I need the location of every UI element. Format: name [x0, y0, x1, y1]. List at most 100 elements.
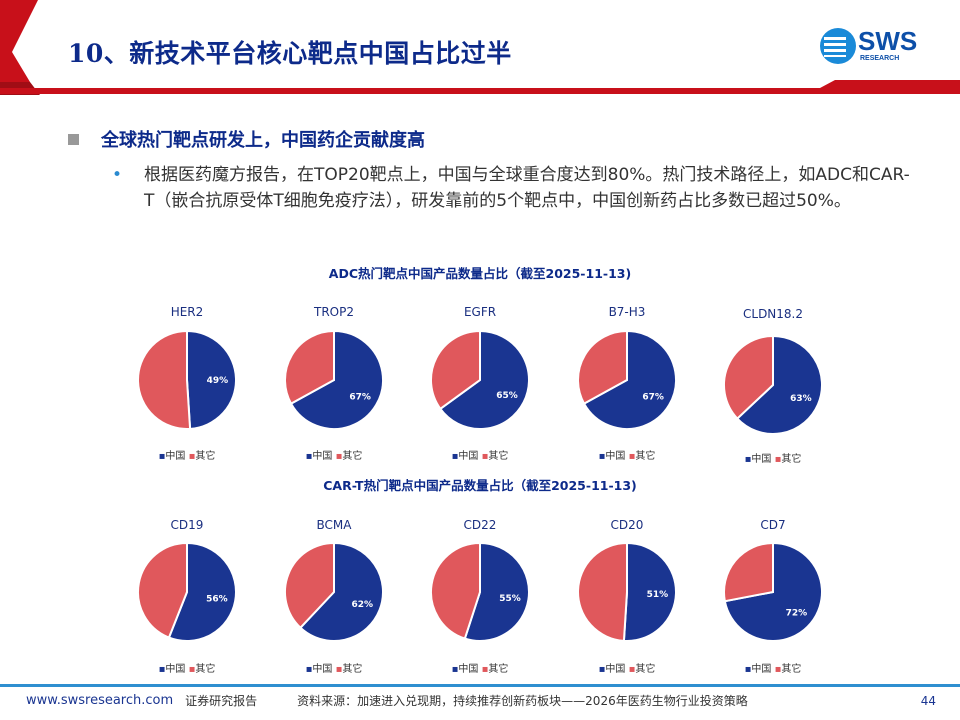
- pie-cd20: 51%: [577, 541, 677, 642]
- legend-other: 其它: [781, 664, 802, 675]
- legend-other: 其它: [195, 664, 216, 675]
- legend-other-marker: ▪: [188, 664, 196, 675]
- pie-label: B7-H3: [608, 305, 646, 319]
- slice-other: [137, 541, 188, 639]
- legend-other: 其它: [195, 451, 216, 462]
- legend-china: 中国: [605, 451, 626, 462]
- pie-her2: 49%: [137, 329, 237, 430]
- bullet-text: 根据医药魔方报告，在TOP20靶点上，中国与全球重合度达到80%。热门技术路径上…: [144, 165, 910, 211]
- slice-china: [735, 334, 823, 435]
- data-label: 49%: [207, 376, 229, 386]
- legend-other: 其它: [342, 451, 363, 462]
- footer: www.swsresearch.com 证券研究报告 资料来源：加速进入兑现期，…: [26, 692, 936, 709]
- legend-china-marker: ▪: [305, 664, 313, 675]
- slice-china: [186, 329, 237, 430]
- legend-china-marker: ▪: [451, 451, 459, 462]
- pie-legend: ▪中国 ▪其它: [713, 450, 833, 465]
- pie-label: BCMA: [316, 518, 352, 532]
- data-label: 55%: [499, 594, 521, 604]
- pie-label: CD22: [463, 518, 497, 532]
- pie-legend: ▪中国 ▪其它: [420, 660, 540, 675]
- logo-emblem-icon: [820, 28, 856, 64]
- legend-other-marker: ▪: [774, 454, 782, 465]
- legend-china-marker: ▪: [744, 454, 752, 465]
- data-label: 62%: [351, 600, 373, 610]
- pie-label: CD20: [610, 518, 644, 532]
- legend-other-marker: ▪: [628, 664, 636, 675]
- data-label: 72%: [786, 608, 808, 618]
- pie-legend: ▪中国 ▪其它: [713, 660, 833, 675]
- slice-other: [723, 334, 774, 420]
- adc-chart-title: ADC热门靶点中国产品数量占比（截至2025-11-13): [328, 266, 632, 281]
- data-label: 65%: [496, 391, 518, 401]
- pie-label: TROP2: [314, 305, 354, 319]
- pie-trop2: 67%: [284, 329, 384, 430]
- slice-other: [577, 541, 628, 642]
- pie-label: EGFR: [463, 305, 497, 319]
- slice-china: [622, 541, 677, 642]
- legend-china-marker: ▪: [158, 664, 166, 675]
- slice-china: [438, 329, 530, 430]
- legend-other-marker: ▪: [481, 664, 489, 675]
- legend-other-marker: ▪: [188, 451, 196, 462]
- pie-legend: ▪中国 ▪其它: [127, 660, 247, 675]
- pie-legend: ▪中国 ▪其它: [420, 447, 540, 462]
- footer-report-type: 证券研究报告: [185, 694, 258, 708]
- pie-cd7: 72%: [723, 541, 823, 642]
- data-label: 67%: [642, 392, 664, 402]
- page-number: 44: [920, 693, 936, 708]
- pie-legend: ▪中国 ▪其它: [274, 660, 394, 675]
- pie-cd19: 56%: [137, 541, 237, 642]
- legend-china-marker: ▪: [451, 664, 459, 675]
- legend-other-marker: ▪: [628, 451, 636, 462]
- data-label: 51%: [647, 590, 669, 600]
- cart-chart-title: CAR-T热门靶点中国产品数量占比（截至2025-11-13): [323, 478, 637, 493]
- legend-other-marker: ▪: [774, 664, 782, 675]
- legend-china-marker: ▪: [305, 451, 313, 462]
- section-heading: 全球热门靶点研发上，中国药企贡献度高: [68, 126, 425, 152]
- legend-china: 中国: [165, 664, 186, 675]
- legend-other: 其它: [781, 454, 802, 465]
- legend-china: 中国: [165, 451, 186, 462]
- slice-china: [299, 541, 384, 642]
- legend-china: 中国: [605, 664, 626, 675]
- bullet-square-icon: [68, 133, 79, 145]
- page-title: 10、新技术平台核心靶点中国占比过半: [68, 39, 512, 68]
- pie-legend: ▪中国 ▪其它: [274, 447, 394, 462]
- legend-china: 中国: [458, 451, 479, 462]
- legend-china-marker: ▪: [158, 451, 166, 462]
- legend-china: 中国: [751, 454, 772, 465]
- pie-legend: ▪中国 ▪其它: [567, 660, 687, 675]
- footer-divider: [0, 684, 960, 687]
- legend-china: 中国: [751, 664, 772, 675]
- slice-other: [430, 541, 481, 640]
- pie-cd22: 55%: [430, 541, 530, 642]
- legend-other: 其它: [635, 664, 656, 675]
- pie-cldn18.2: 63%: [723, 334, 823, 435]
- legend-other-marker: ▪: [335, 451, 343, 462]
- slice-other: [284, 329, 335, 405]
- legend-china-marker: ▪: [598, 664, 606, 675]
- slice-other: [723, 541, 774, 603]
- footer-url[interactable]: www.swsresearch.com: [26, 693, 174, 708]
- slice-china: [582, 329, 677, 430]
- section-heading-text: 全球热门靶点研发上，中国药企贡献度高: [101, 130, 425, 151]
- legend-china-marker: ▪: [744, 664, 752, 675]
- logo-text: SWS: [858, 26, 918, 56]
- sws-logo: SWS RESEARCH: [820, 24, 940, 74]
- bullet-dot-icon: •: [112, 165, 123, 185]
- legend-china-marker: ▪: [598, 451, 606, 462]
- legend-china: 中国: [312, 451, 333, 462]
- legend-other-marker: ▪: [335, 664, 343, 675]
- legend-other: 其它: [342, 664, 363, 675]
- pie-legend: ▪中国 ▪其它: [127, 447, 247, 462]
- legend-other: 其它: [488, 451, 509, 462]
- pie-label: CD19: [170, 518, 204, 532]
- legend-other-marker: ▪: [481, 451, 489, 462]
- data-label: 56%: [206, 595, 228, 605]
- pie-label: HER2: [170, 305, 204, 319]
- pie-label: CD7: [760, 518, 786, 532]
- slice-other: [430, 329, 481, 411]
- pie-egfr: 65%: [430, 329, 530, 430]
